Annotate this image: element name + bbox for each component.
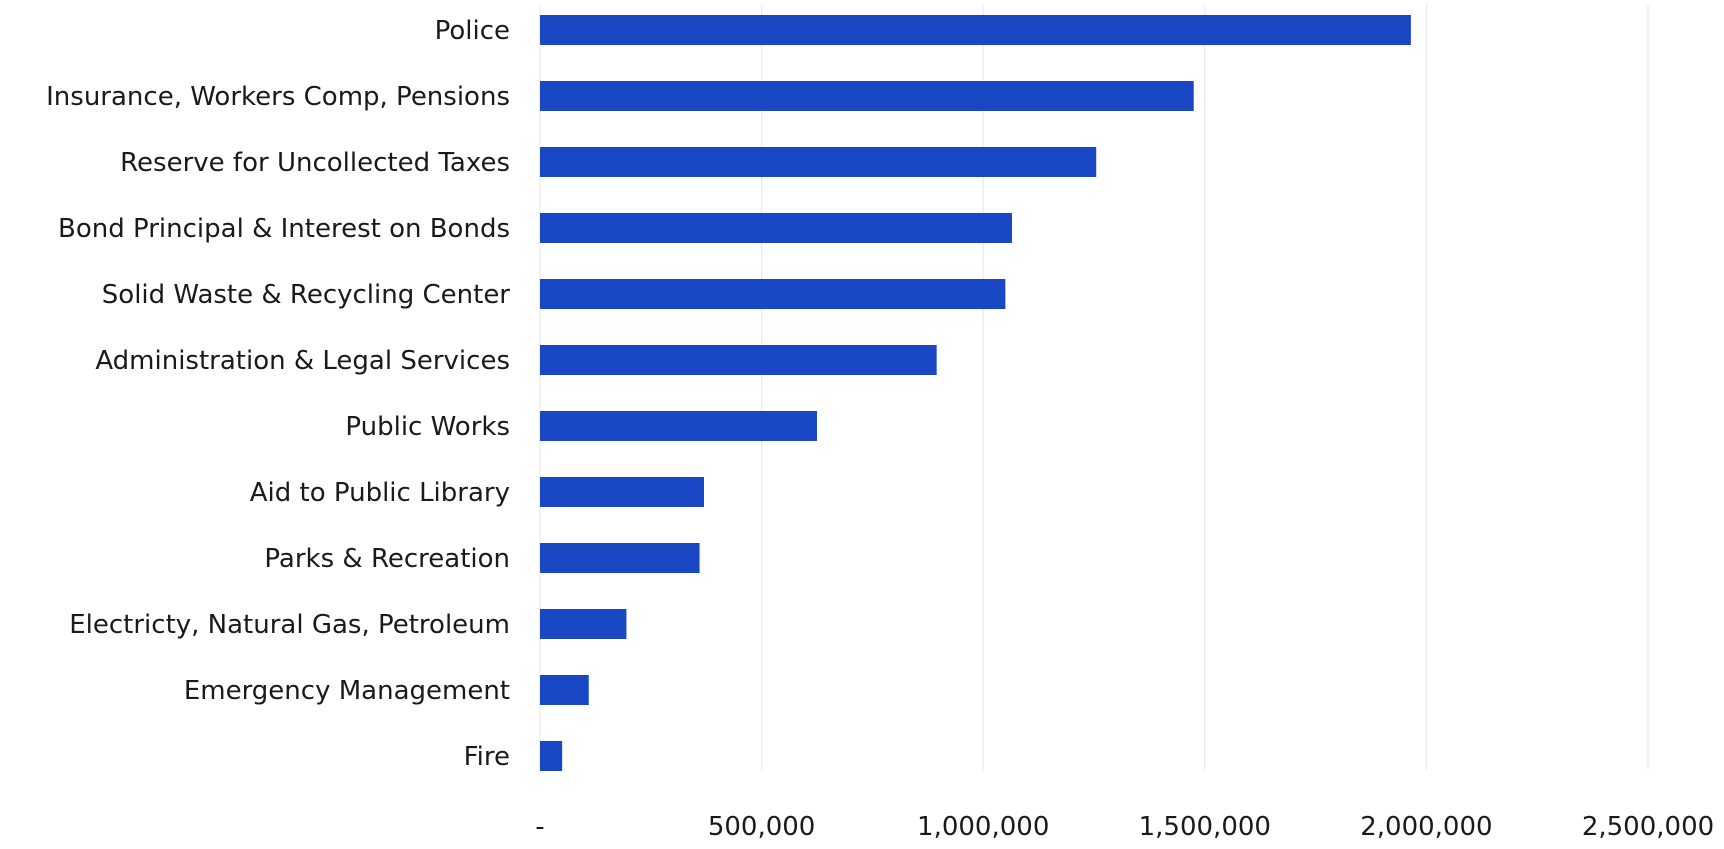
bar (540, 411, 817, 441)
bar (540, 477, 704, 507)
x-axis-ticks: - 500,000 1,000,000 1,500,000 2,000,000 2,500… (535, 812, 1714, 842)
category-label: Police (435, 16, 510, 46)
bar (540, 741, 563, 771)
category-labels: Police Insurance, Workers Comp, Pensions R… (46, 16, 510, 772)
category-label: Aid to Public Library (250, 478, 510, 508)
category-label: Fire (464, 742, 510, 772)
x-tick-label: 2,500,000 (1582, 812, 1714, 842)
bar (540, 345, 937, 375)
category-label: Administration & Legal Services (95, 346, 510, 376)
bar (540, 81, 1194, 111)
bar (540, 15, 1411, 45)
bar (540, 675, 589, 705)
x-tick-label: 500,000 (708, 812, 816, 842)
bar (540, 213, 1013, 243)
bar (540, 609, 627, 639)
category-label: Insurance, Workers Comp, Pensions (46, 82, 510, 112)
bar (540, 543, 700, 573)
x-tick-label: - (535, 812, 544, 842)
x-tick-label: 2,000,000 (1360, 812, 1492, 842)
category-label: Solid Waste & Recycling Center (102, 280, 511, 310)
bars (540, 15, 1411, 771)
bar (540, 279, 1006, 309)
category-label: Parks & Recreation (264, 544, 510, 574)
x-tick-label: 1,500,000 (1139, 812, 1271, 842)
gridlines (539, 5, 1649, 770)
bar (540, 147, 1097, 177)
category-label: Bond Principal & Interest on Bonds (58, 214, 510, 244)
category-label: Electricty, Natural Gas, Petroleum (69, 610, 510, 640)
category-label: Public Works (345, 412, 510, 442)
category-label: Emergency Management (184, 676, 510, 706)
x-tick-label: 1,000,000 (917, 812, 1049, 842)
category-label: Reserve for Uncollected Taxes (120, 148, 510, 178)
